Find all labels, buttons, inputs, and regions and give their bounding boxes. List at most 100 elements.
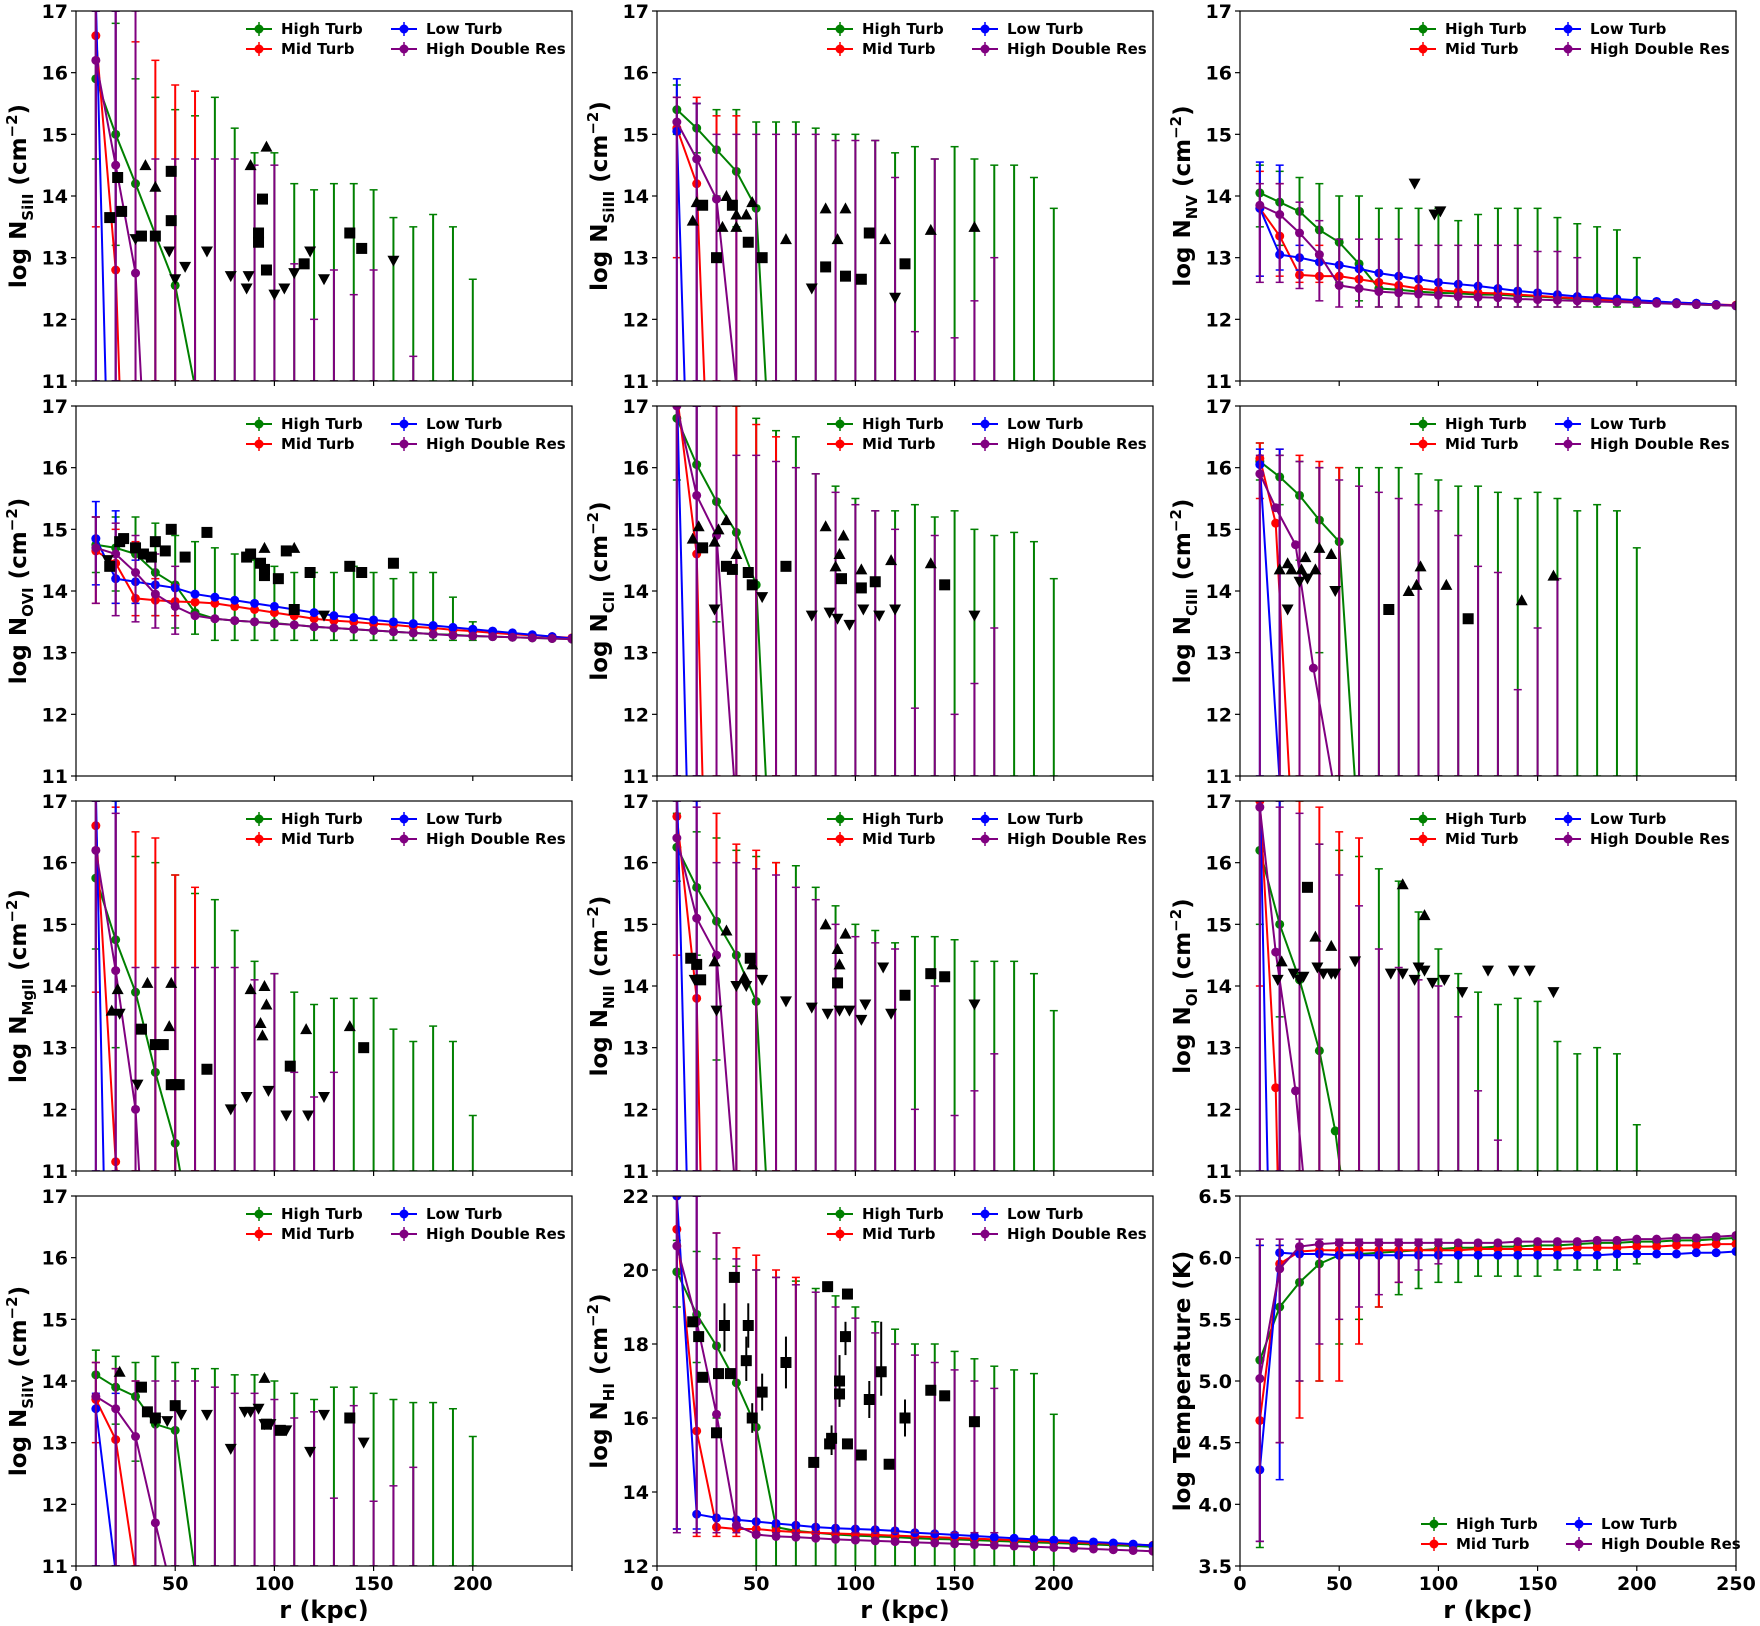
y-tick-label: 12 [623, 309, 649, 331]
legend-label: Low Turb [1601, 1515, 1678, 1533]
y-label-unit: (cm [587, 535, 613, 591]
obs-lower-limit [260, 140, 273, 152]
obs-detection [116, 205, 128, 217]
y-tick-label: 16 [623, 1408, 649, 1430]
obs-detection [1301, 881, 1313, 893]
legend-label: Low Turb [1590, 20, 1667, 38]
obs-detection [1462, 613, 1474, 625]
y-tick-label: 11 [1206, 371, 1232, 393]
obs-detection [780, 560, 792, 572]
y-tick-label: 13 [42, 1038, 68, 1060]
data-point [692, 913, 702, 923]
legend-label: High Turb [862, 415, 944, 433]
data-point [91, 55, 101, 65]
obs-detection [744, 952, 756, 964]
obs-detection [855, 1449, 867, 1461]
y-label-unit: (cm [6, 1319, 32, 1375]
data-point [131, 268, 141, 278]
obs-lower-limit [730, 548, 743, 559]
obs-detection [875, 1366, 887, 1378]
obs-detection [724, 1368, 736, 1380]
y-label-sub: SiII [19, 194, 37, 221]
obs-upper-limit [175, 1409, 188, 1421]
obs-lower-limit [831, 943, 844, 954]
data-point [1330, 1126, 1340, 1136]
x-tick-label: 150 [935, 1573, 975, 1595]
data-point [1291, 1086, 1301, 1096]
obs-lower-limit [1418, 909, 1431, 921]
obs-detection [135, 1381, 147, 1393]
obs-lower-limit [258, 1371, 271, 1383]
y-label-close: ) [587, 896, 613, 907]
data-point [1513, 1244, 1523, 1254]
legend-marker [399, 439, 409, 449]
legend-marker [835, 44, 845, 54]
legend-marker [835, 1229, 845, 1239]
y-tick-label: 14 [623, 186, 649, 208]
obs-lower-limit [720, 924, 733, 936]
y-tick-label: 18 [623, 1334, 649, 1356]
panel-siiv: 11 12 13 14 15 16 17 0 50 100 150 200 r (kpc) log NSi… [3, 1186, 573, 1624]
legend-label: Mid Turb [281, 1225, 355, 1243]
data-point [210, 614, 220, 624]
obs-upper-limit [242, 271, 255, 283]
data-point [1493, 1250, 1503, 1260]
data-point [672, 833, 682, 843]
obs-upper-limit [131, 1079, 144, 1091]
data-point [1354, 1238, 1364, 1248]
y-label-sub: SiIII [600, 191, 618, 224]
obs-lower-limit [738, 970, 751, 982]
y-tick-label: 14 [42, 1371, 68, 1393]
data-point [1295, 1242, 1305, 1252]
y-tick-label: 14 [42, 581, 68, 603]
legend-marker [1563, 419, 1573, 429]
obs-detection [863, 1394, 875, 1405]
legend-label: Low Turb [426, 20, 503, 38]
series-line [1258, 850, 1342, 1171]
data-point [1711, 1232, 1721, 1242]
data-point [771, 1531, 781, 1541]
axes-frame [1239, 800, 1737, 1172]
legend: High Turb Mid Turb Low Turb High Double Res [1421, 1515, 1741, 1553]
data-point [1009, 1541, 1019, 1551]
obs-detection [720, 560, 732, 572]
data-point [329, 623, 339, 633]
legend: High Turb Mid Turb Low Turb High Double Res [246, 810, 566, 848]
y-label-sub: NV [1183, 195, 1201, 220]
plot-area [672, 406, 1058, 776]
obs-lower-limit [300, 1023, 313, 1035]
legend-label: High Turb [281, 1205, 363, 1223]
obs-lower-limit [1325, 939, 1338, 951]
y-tick-label: 16 [623, 63, 649, 85]
obs-upper-limit [756, 592, 769, 604]
data-point [329, 611, 339, 621]
series-line [94, 825, 118, 1171]
panel-ciii: 11 12 13 14 15 16 17 log NCIII (cm−2) High Turb M… [1167, 396, 1737, 788]
y-tick-label: 17 [623, 1, 649, 23]
legend-marker [1563, 814, 1573, 824]
y-label-main: log N [1170, 1006, 1196, 1073]
y-tick-label: 11 [623, 1161, 649, 1183]
obs-detection [726, 563, 738, 575]
x-tick-label: 50 [162, 1573, 188, 1595]
y-label-close: ) [1170, 105, 1196, 116]
y-label-close: ) [6, 1286, 32, 1297]
legend-marker [980, 1209, 990, 1219]
legend-marker [399, 814, 409, 824]
y-tick-label: 17 [1206, 791, 1232, 813]
legend-label: High Turb [1445, 415, 1527, 433]
obs-lower-limit [141, 976, 154, 988]
legend: High Turb Mid Turb Low Turb High Double Res [1410, 415, 1730, 453]
obs-upper-limit [831, 613, 844, 625]
data-point [1255, 802, 1265, 812]
obs-detection [697, 199, 709, 211]
data-point [170, 601, 180, 611]
data-point [712, 194, 722, 204]
obs-lower-limit [1275, 955, 1288, 967]
obs-upper-limit [730, 981, 743, 992]
obs-lower-limit [1299, 551, 1312, 563]
data-point [1271, 1083, 1281, 1093]
obs-detection [925, 1384, 937, 1396]
data-point [930, 1529, 940, 1539]
data-point [309, 614, 319, 624]
